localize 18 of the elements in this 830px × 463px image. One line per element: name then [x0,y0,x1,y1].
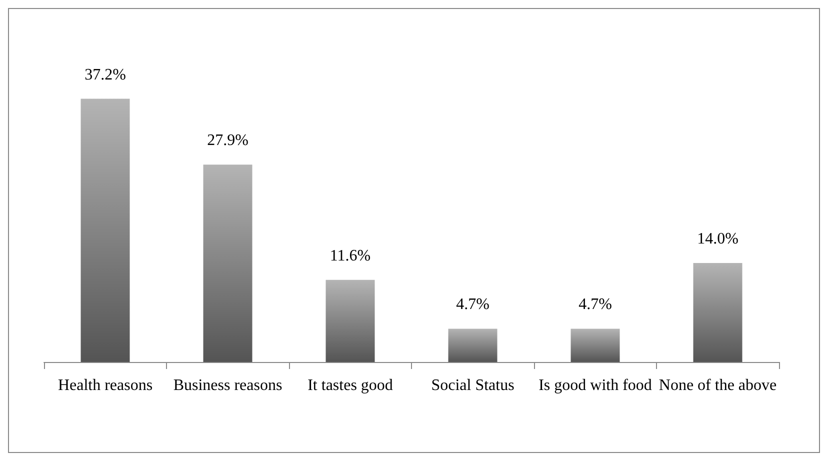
data-label: 37.2% [84,66,126,84]
x-tick-label: None of the above [658,377,777,394]
x-tick-label: Social Status [431,377,514,394]
bar [326,280,375,362]
x-tick-label: Is good with food [538,377,652,394]
data-label: 27.9% [207,132,248,150]
bar [80,98,130,362]
data-label: 14.0% [697,230,738,248]
bar [448,328,498,362]
data-label: 4.7% [456,296,490,314]
data-label: 11.6% [330,247,371,264]
bar [693,262,742,362]
bar [203,164,252,362]
x-tick-label: Health reasons [58,377,153,394]
x-tick-label: It tastes good [308,377,393,394]
data-label: 4.7% [578,296,612,314]
bar [570,328,620,362]
x-tick-label: Business reasons [173,377,282,394]
